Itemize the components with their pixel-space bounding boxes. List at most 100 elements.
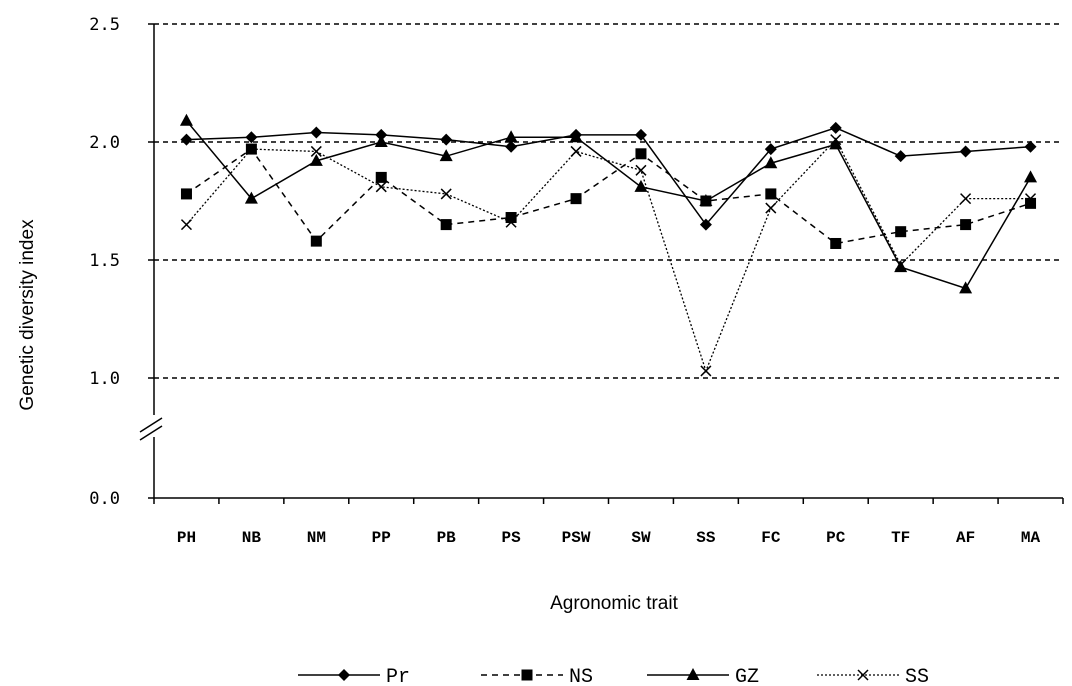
data-point	[894, 150, 907, 163]
data-point	[1024, 140, 1037, 153]
series-group	[179, 113, 1038, 377]
data-point	[374, 135, 388, 147]
series-line	[185, 138, 1031, 373]
data-point	[505, 216, 517, 228]
data-point	[375, 128, 388, 141]
x-tick-label: NB	[242, 529, 262, 547]
data-point	[829, 121, 842, 134]
data-point	[245, 131, 258, 144]
data-point	[179, 113, 193, 126]
data-point	[699, 218, 712, 231]
x-tick-label: NM	[307, 529, 326, 547]
data-point	[960, 219, 972, 231]
data-point	[309, 153, 323, 166]
gridlines	[154, 23, 1063, 379]
series-line	[185, 120, 1032, 290]
x-tick-labels: PH NB NM PP PB PS PSW SW SS FC PC TF AF MA	[177, 529, 1041, 547]
data-point	[1024, 170, 1038, 183]
data-point	[634, 179, 648, 192]
legend-item-gz: GZ	[647, 666, 759, 686]
data-point	[440, 219, 452, 231]
data-point	[894, 260, 908, 273]
data-point	[765, 188, 777, 200]
y-tick-label: 1.0	[89, 369, 120, 389]
y-axis-title: Genetic diversity index	[17, 219, 38, 411]
axes	[139, 23, 1064, 504]
data-point	[830, 134, 842, 146]
legend: Pr NS GZ SS	[298, 666, 929, 686]
data-point	[764, 143, 777, 156]
data-point	[1025, 193, 1037, 205]
data-point	[375, 171, 387, 183]
y-tick-label: 2.0	[89, 133, 120, 153]
data-point	[635, 164, 647, 176]
x-tick-label: PH	[177, 529, 196, 547]
x-tick-label: PB	[437, 529, 457, 547]
data-point	[440, 188, 452, 200]
legend-marker	[338, 669, 350, 681]
data-point	[830, 237, 842, 249]
series-ns	[180, 143, 1037, 249]
data-point	[244, 191, 258, 204]
data-point	[635, 148, 647, 160]
x-tick-label: SW	[631, 529, 651, 547]
data-point	[1025, 197, 1037, 209]
x-tick-label: SS	[696, 529, 716, 547]
legend-label: Pr	[386, 666, 410, 686]
series-line	[186, 127, 1031, 226]
data-point	[505, 212, 517, 224]
data-point	[960, 193, 972, 205]
y-tick-label: 1.5	[89, 251, 120, 271]
legend-item-ns: NS	[481, 666, 593, 686]
legend-item-pr: Pr	[298, 666, 410, 686]
legend-label: SS	[905, 666, 929, 686]
data-point	[699, 194, 713, 206]
y-tick-labels: 0.0 1.0 1.5 2.0 2.5	[89, 15, 120, 509]
x-tick-label: MA	[1021, 529, 1041, 547]
series-gz	[179, 113, 1038, 294]
data-point	[440, 133, 453, 146]
data-point	[959, 281, 973, 294]
legend-marker	[521, 669, 533, 681]
x-tick-label: TF	[891, 529, 910, 547]
series-ss	[180, 134, 1037, 377]
legend-marker	[857, 669, 869, 681]
data-point	[570, 145, 582, 157]
data-point	[570, 193, 582, 205]
data-point	[829, 137, 843, 150]
x-axis-title: Agronomic trait	[550, 593, 678, 614]
data-point	[180, 133, 193, 146]
data-point	[375, 181, 387, 193]
data-point	[180, 219, 192, 231]
x-tick-label: PSW	[562, 529, 591, 547]
series-pr	[180, 121, 1037, 231]
data-point	[505, 140, 518, 153]
data-point	[895, 259, 907, 271]
data-point	[634, 128, 647, 141]
x-tick-label: PC	[826, 529, 846, 547]
y-tick-label: 2.5	[89, 15, 120, 35]
data-point	[310, 235, 322, 247]
axis-break-mark	[139, 415, 163, 441]
data-point	[959, 145, 972, 158]
x-tick-label: AF	[956, 529, 975, 547]
data-point	[764, 156, 778, 169]
x-tick-label: PP	[372, 529, 391, 547]
data-point	[310, 126, 323, 139]
legend-label: GZ	[735, 666, 759, 686]
data-point	[180, 188, 192, 200]
data-point	[310, 145, 322, 157]
data-point	[895, 226, 907, 238]
data-point	[439, 149, 453, 162]
legend-label: NS	[569, 666, 593, 686]
x-tick-label: FC	[761, 529, 781, 547]
legend-item-ss: SS	[817, 666, 929, 686]
data-point	[245, 143, 257, 155]
y-tick-label: 0.0	[89, 489, 120, 509]
x-tick-label: PS	[502, 529, 522, 547]
data-point	[569, 130, 583, 143]
data-point	[504, 130, 518, 143]
data-point	[700, 365, 712, 377]
data-point	[765, 202, 777, 214]
